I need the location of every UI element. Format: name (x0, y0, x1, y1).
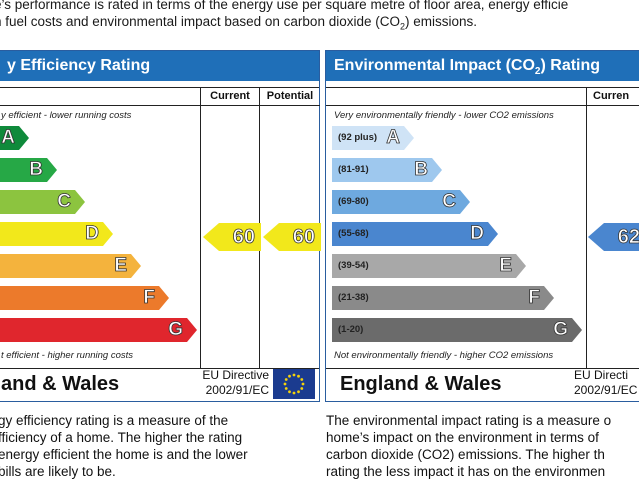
band-a: A (0, 126, 29, 150)
band-letter: E (499, 255, 512, 276)
band-letter: B (29, 159, 43, 180)
intro-line-2-text: n fuel costs and environmental impact ba… (0, 14, 400, 29)
band-c: C (0, 190, 85, 214)
band-letter: E (114, 255, 127, 276)
energy-bottom-caption: t efficient - higher running costs (1, 350, 134, 361)
eu-star (300, 378, 304, 381)
env-title-text: Environmental Impact (CO (334, 57, 535, 74)
energy-footer-region: and & Wales (1, 373, 120, 395)
eu-line-2: 2002/91/EC (574, 383, 638, 397)
desc-line: bills are likely to be. (0, 464, 116, 479)
intro-text: e’s performance is rated in terms of the… (0, 0, 639, 36)
environment-grid: Curren Very environmentally friendly - l… (326, 87, 639, 369)
energy-current-arrow: 60 (203, 223, 261, 251)
eu-star (297, 374, 300, 378)
energy-potential-arrow: 60 (263, 223, 321, 251)
env-bottom-caption: Not environmentally friendly - higher CO… (334, 350, 554, 361)
energy-current-value: 60 (232, 226, 255, 249)
energy-panel-title: y Efficiency Rating (0, 51, 319, 81)
energy-potential-value: 60 (292, 226, 315, 249)
band-b: (81-91) B (332, 158, 442, 182)
energy-eu-directive: EU Directive 2002/91/EC (185, 368, 269, 398)
band-letter: C (442, 191, 456, 212)
band-d: D (0, 222, 113, 246)
energy-efficiency-panel: y Efficiency Rating Current Potential y … (0, 50, 321, 402)
eu-flag-icon (273, 369, 315, 399)
band-b: B (0, 158, 57, 182)
desc-line: The environmental impact rating is a mea… (326, 413, 612, 428)
env-col-current-header: Curren (587, 88, 639, 106)
band-letter: D (470, 223, 484, 244)
desc-line: gy efficiency rating is a measure of the (0, 413, 229, 428)
band-e: E (0, 254, 141, 278)
band-letter: G (168, 319, 183, 340)
eu-star (301, 382, 305, 386)
band-range: (92 plus) (338, 132, 378, 143)
eu-star (284, 387, 288, 390)
desc-line: energy efficient the home is and the low… (0, 447, 248, 462)
band-letter: G (553, 319, 568, 340)
band-f: F (0, 286, 169, 310)
band-range: (21-38) (338, 292, 369, 303)
environmental-impact-panel: Environmental Impact (CO2) Rating Curren… (325, 50, 639, 402)
col-current-header: Current (201, 88, 259, 106)
col-potential-header: Potential (260, 88, 320, 106)
band-letter: C (57, 191, 71, 212)
band-e: (39-54) E (332, 254, 526, 278)
env-top-caption: Very environmentally friendly - lower CO… (334, 110, 554, 121)
eu-star (292, 373, 296, 377)
intro-line-2: n fuel costs and environmental impact ba… (0, 13, 639, 36)
header-rule (326, 88, 586, 106)
environment-panel-title: Environmental Impact (CO2) Rating (326, 51, 639, 81)
band-letter: A (1, 127, 15, 148)
eu-star (283, 382, 287, 386)
desc-line: fficiency of a home. The higher the rati… (0, 430, 243, 445)
intro-line-1: e’s performance is rated in terms of the… (0, 0, 569, 12)
eu-star (284, 378, 288, 381)
env-current-arrow: 62 (588, 223, 639, 251)
eu-star (288, 390, 291, 394)
energy-top-caption: y efficient - lower running costs (1, 110, 132, 121)
energy-grid: Current Potential y efficient - lower ru… (0, 87, 321, 369)
band-a: (92 plus) A (332, 126, 414, 150)
divider (200, 88, 201, 368)
intro-line-2-end: ) emissions. (405, 14, 478, 29)
band-range: (81-91) (338, 164, 369, 175)
env-title-end: ) Rating (540, 57, 601, 74)
env-current-value: 62 (617, 226, 639, 249)
desc-line: carbon dioxide (CO2) emissions. The high… (326, 447, 605, 462)
band-letter: B (414, 159, 428, 180)
intro-subscript: 2 (399, 21, 405, 32)
environment-description: The environmental impact rating is a mea… (326, 412, 611, 480)
band-c: (69-80) C (332, 190, 470, 214)
band-range: (1-20) (338, 324, 364, 335)
eu-star (288, 374, 291, 378)
env-title-subscript: 2 (534, 66, 541, 78)
band-letter: F (143, 287, 155, 308)
band-f: (21-38) F (332, 286, 554, 310)
band-range: (55-68) (338, 228, 369, 239)
band-g: G (0, 318, 197, 342)
band-letter: F (528, 287, 540, 308)
env-footer-region: England & Wales (340, 373, 502, 395)
energy-description: gy efficiency rating is a measure of the… (0, 412, 248, 480)
eu-star (292, 391, 296, 395)
eu-star (300, 387, 304, 390)
band-range: (69-80) (338, 196, 369, 207)
eu-line-2: 2002/91/EC (205, 383, 269, 397)
desc-line: rating the less impact it has on the env… (326, 464, 606, 479)
eu-line-1: EU Directi (574, 368, 629, 382)
band-d: (55-68) D (332, 222, 498, 246)
desc-line: home’s impact on the environment in term… (326, 430, 599, 445)
band-g: (1-20) G (332, 318, 582, 342)
band-range: (39-54) (338, 260, 369, 271)
band-letter: D (85, 223, 99, 244)
header-rule (0, 88, 200, 106)
eu-line-1: EU Directive (202, 368, 269, 382)
band-letter: A (386, 127, 400, 148)
divider (586, 88, 587, 368)
eu-star (297, 390, 300, 394)
env-eu-directive: EU Directi 2002/91/EC (574, 368, 639, 398)
